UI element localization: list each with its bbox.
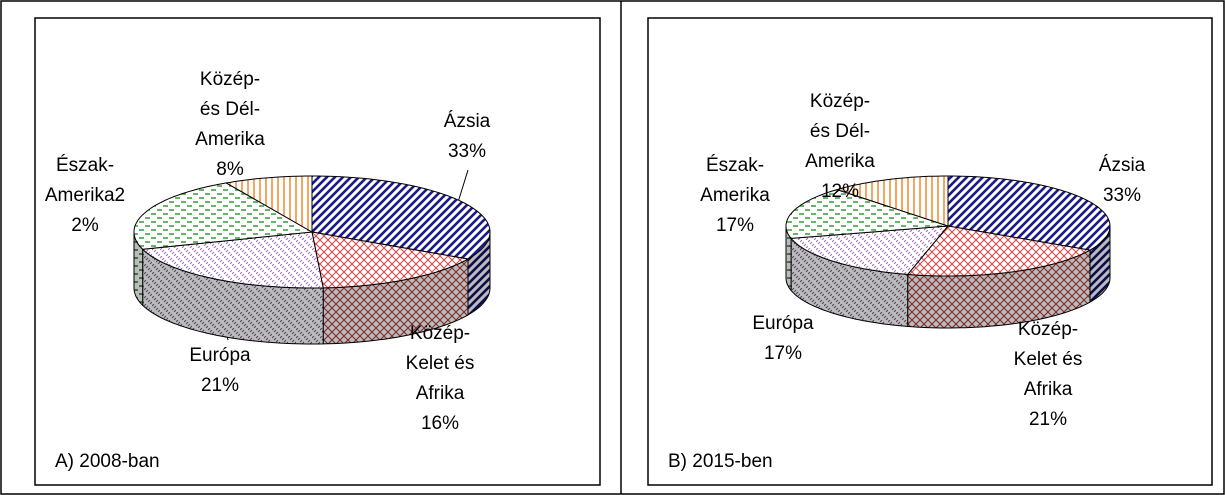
slice-label: 8%	[216, 159, 244, 180]
slice-label: Amerika	[805, 151, 875, 172]
slice-label: Európa	[752, 313, 814, 334]
slice-label: 33%	[1103, 185, 1141, 206]
pie-chart	[133, 175, 491, 345]
pie-slice	[835, 175, 949, 227]
slice-label: Európa	[189, 345, 251, 366]
pie-slice	[133, 182, 314, 250]
slice-label: Kelet és	[1014, 349, 1083, 370]
slice-label: Amerika	[195, 129, 265, 150]
slice-label: Amerika	[700, 185, 770, 206]
pie-chart	[785, 175, 1111, 329]
pie-slice	[790, 225, 950, 275]
pie-slice	[141, 231, 324, 289]
slice-label: Közép-	[1018, 319, 1078, 340]
pie-slice	[947, 175, 1111, 251]
slice-label: Kelet és	[406, 353, 475, 374]
slice-label: 16%	[421, 413, 459, 434]
slice-label: Ázsia	[444, 111, 491, 132]
slice-label: Közép-	[200, 69, 260, 90]
chart-subtitle: A) 2008-ban	[55, 451, 160, 472]
pie-slice	[311, 231, 470, 289]
slice-label: 21%	[1029, 409, 1067, 430]
chart-box	[647, 17, 1213, 486]
slice-label: Közép-	[410, 323, 470, 344]
slice-label: Észak-	[56, 155, 114, 176]
pie-slice	[785, 189, 949, 239]
chart-subtitle: B) 2015-ben	[668, 451, 773, 472]
slice-label: 2%	[71, 215, 99, 236]
pie-slice	[311, 175, 491, 260]
slice-label: Közép-	[810, 91, 870, 112]
slice-label: Ázsia	[1099, 155, 1146, 176]
slice-label: Amerika2	[45, 185, 125, 206]
slice-label: és Dél-	[810, 121, 870, 142]
pie-slice	[906, 225, 1092, 277]
slice-label: 21%	[201, 375, 239, 396]
slice-label: Afrika	[416, 383, 465, 404]
slice-label: 12%	[821, 181, 859, 202]
slice-label: 33%	[448, 141, 486, 162]
slice-label: 17%	[716, 215, 754, 236]
slice-label: és Dél-	[200, 99, 260, 120]
slice-label: Afrika	[1024, 379, 1073, 400]
slice-label: Észak-	[706, 155, 764, 176]
slice-label: 17%	[764, 343, 802, 364]
pie-slice	[224, 175, 313, 233]
chart-box	[34, 17, 601, 486]
